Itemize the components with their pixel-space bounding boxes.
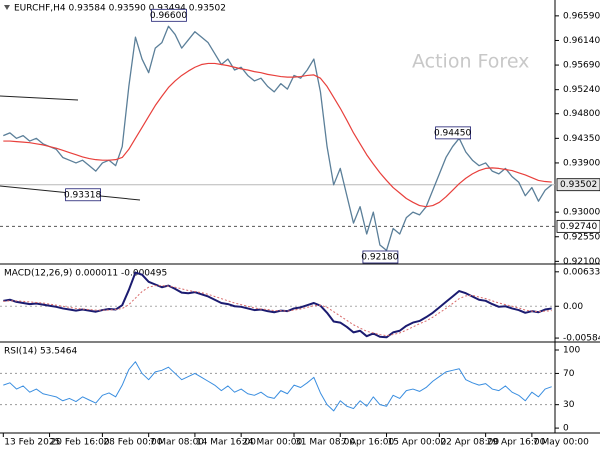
price-label: 0.92740 [560,222,597,232]
series-line [3,285,552,337]
panel-title: RSI(14) 53.5464 [4,347,77,357]
y-tick-label: 30 [563,400,575,410]
y-tick-label: 0.93900 [563,158,600,168]
annotation-label: 0.92180 [361,252,398,262]
x-tick-label: 22 Apr 08:00 [440,438,499,448]
series-line [3,361,552,412]
x-tick-label: 20 Feb 16:00 [51,438,110,448]
y-tick-label: 0.94350 [563,134,600,144]
y-tick-label: 0.94800 [563,109,600,119]
x-tick-label: 7 May 00:00 [533,438,589,448]
y-tick-label: 0.92100 [563,257,600,267]
x-tick-label: 31 Mar 08:00 [295,438,355,448]
annotation-box [435,126,471,140]
series-line [3,62,552,208]
series-line [3,25,553,252]
x-tick-label: 24 Mar 00:00 [242,438,302,448]
price-label: 0.93502 [560,180,597,190]
axes [0,0,600,434]
annotation-box [151,8,187,22]
x-tick-label: 7 Mar 08:00 [150,438,205,448]
x-tick-label: 28 Feb 00:00 [103,438,162,448]
y-tick-label: 0.93000 [563,208,600,218]
panel-title: MACD(12,26,9) 0.000011 -0.000495 [4,269,167,279]
y-tick-label: 0 [563,424,569,434]
y-tick-label: 0.006332 [563,267,600,277]
y-tick-label: 0.95690 [563,61,600,71]
y-tick-label: 0.96140 [563,36,600,46]
y-tick-label: 0.96590 [563,11,600,21]
y-tick-label: -0.005845 [563,334,600,344]
annotation-label: 0.93318 [64,190,101,200]
x-tick-label: 7 Apr 16:00 [341,438,394,448]
annotation-box [65,188,101,202]
series-line [3,271,552,339]
title-icon [4,5,10,10]
x-tick-label: 29 Apr 16:00 [487,438,546,448]
annotation-box [362,250,399,264]
chart-title: EURCHF,H4 0.93584 0.93590 0.93494 0.9350… [14,4,226,14]
annotation-label: 0.94450 [434,128,471,138]
price-label-box [556,219,600,233]
watermark: Action Forex [412,51,529,73]
trendline [0,95,79,101]
y-tick-label: 0.95240 [563,85,600,95]
price-label-box [556,178,600,192]
y-tick-label: 0.00 [563,302,583,312]
annotation-label: 0.96600 [150,11,187,21]
plot-background [0,0,555,433]
x-tick-label: 13 Feb 2025 [4,438,60,448]
y-tick-label: 70 [563,369,575,379]
y-tick-label: 100 [563,346,580,356]
x-tick-label: 15 Apr 00:00 [388,438,447,448]
y-tick-label: 0.92550 [563,232,600,242]
x-tick-label: 14 Mar 16:00 [196,438,256,448]
